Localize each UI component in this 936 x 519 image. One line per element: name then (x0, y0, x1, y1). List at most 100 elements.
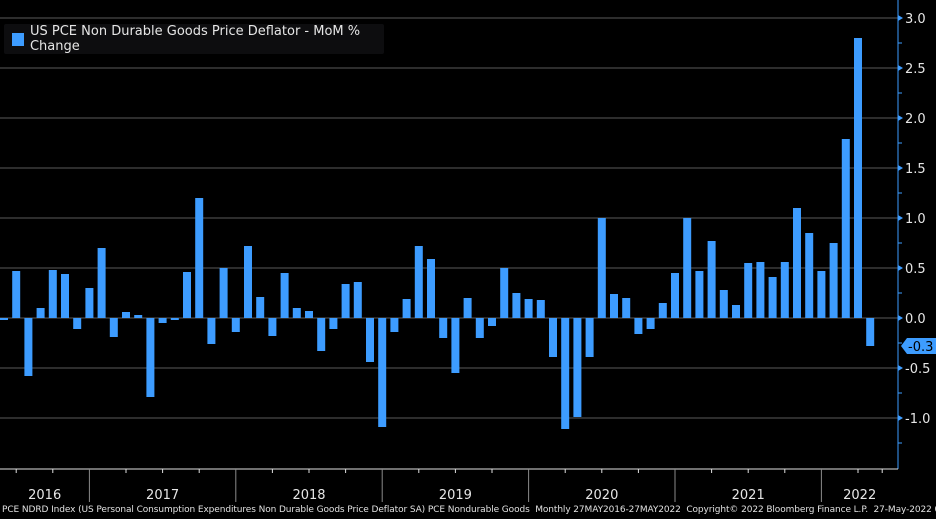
bar (561, 318, 570, 429)
x-year-label: 2016 (28, 488, 61, 503)
bar (183, 272, 191, 318)
x-year-label: 2022 (843, 488, 876, 503)
bar (402, 299, 411, 318)
bar (658, 303, 667, 318)
bar (268, 318, 277, 336)
y-tick-label: 0.5 (905, 262, 926, 277)
y-tick-label: 1.5 (905, 162, 926, 177)
x-year-label: 2019 (439, 488, 472, 503)
bar (439, 318, 448, 338)
bar (512, 293, 521, 318)
last-value-label: -0.3 (908, 340, 933, 355)
bar (170, 318, 179, 320)
bar (524, 299, 533, 318)
bar (158, 318, 167, 323)
bar (573, 318, 582, 417)
bar (756, 262, 765, 318)
bar (854, 38, 862, 318)
bar (829, 243, 838, 318)
bar (244, 246, 252, 318)
bar (427, 259, 435, 318)
bar (841, 139, 850, 318)
bar (805, 233, 814, 318)
bar (817, 271, 826, 318)
bar (134, 315, 143, 318)
bar (109, 318, 118, 337)
bar (500, 268, 509, 318)
bar (207, 318, 216, 344)
bar (146, 318, 155, 397)
y-tick-marker (898, 65, 903, 71)
bar (536, 300, 545, 318)
bar (414, 246, 423, 318)
y-tick-label: 3.0 (905, 12, 926, 27)
bar (744, 263, 753, 318)
bar (866, 318, 875, 346)
bar (97, 248, 106, 318)
bar (646, 318, 655, 329)
bar (451, 318, 460, 373)
y-tick-label: -1.0 (905, 412, 930, 427)
y-tick-label: 2.5 (905, 62, 926, 77)
bar (219, 268, 228, 318)
bar (768, 277, 777, 318)
x-year-label: 2017 (146, 488, 179, 503)
y-tick-label: -0.5 (905, 362, 930, 377)
bar (585, 318, 594, 357)
bar (695, 271, 704, 318)
y-tick-marker (898, 15, 903, 21)
bar (549, 318, 557, 357)
bar (634, 318, 643, 334)
bar (488, 318, 496, 326)
bar (622, 298, 631, 318)
legend-label: US PCE Non Durable Goods Price Deflator … (29, 24, 361, 54)
bar (24, 318, 33, 376)
bar (36, 308, 45, 318)
y-tick-label: 1.0 (905, 212, 926, 227)
y-tick-marker (898, 115, 903, 121)
y-tick-marker (898, 315, 903, 321)
bar (378, 318, 387, 427)
bar (707, 241, 716, 318)
y-tick-marker (898, 165, 903, 171)
bar (341, 284, 350, 318)
bar (61, 274, 69, 318)
bar (463, 298, 472, 318)
bar (366, 318, 374, 362)
bar (719, 290, 728, 318)
bar (780, 262, 789, 318)
y-tick-label: 2.0 (905, 112, 926, 127)
bar (280, 273, 289, 318)
y-tick-marker (898, 415, 903, 421)
last-value-marker (901, 338, 936, 354)
x-year-label: 2018 (292, 488, 325, 503)
bar (0, 318, 8, 320)
bar (48, 270, 57, 318)
bar (353, 282, 362, 318)
footer-source-text: PCE NDRD Index (US Personal Consumption … (2, 505, 936, 515)
bar (610, 294, 618, 318)
bar (231, 318, 240, 332)
bar (329, 318, 338, 329)
bar (597, 218, 606, 318)
bar (390, 318, 399, 332)
x-year-label: 2020 (585, 488, 618, 503)
bar (73, 318, 82, 329)
bar (671, 273, 679, 318)
bar (475, 318, 484, 338)
bar (122, 312, 130, 318)
legend-swatch (12, 32, 24, 46)
bar (683, 218, 692, 318)
bar (195, 198, 204, 318)
bar (317, 318, 326, 351)
bar (12, 271, 21, 318)
legend: US PCE Non Durable Goods Price Deflator … (4, 24, 384, 54)
bar (793, 208, 801, 318)
bar (732, 305, 740, 318)
y-tick-marker (898, 265, 903, 271)
bar (292, 308, 301, 318)
bar (256, 297, 265, 318)
bar (85, 288, 94, 318)
x-year-label: 2021 (732, 488, 765, 503)
